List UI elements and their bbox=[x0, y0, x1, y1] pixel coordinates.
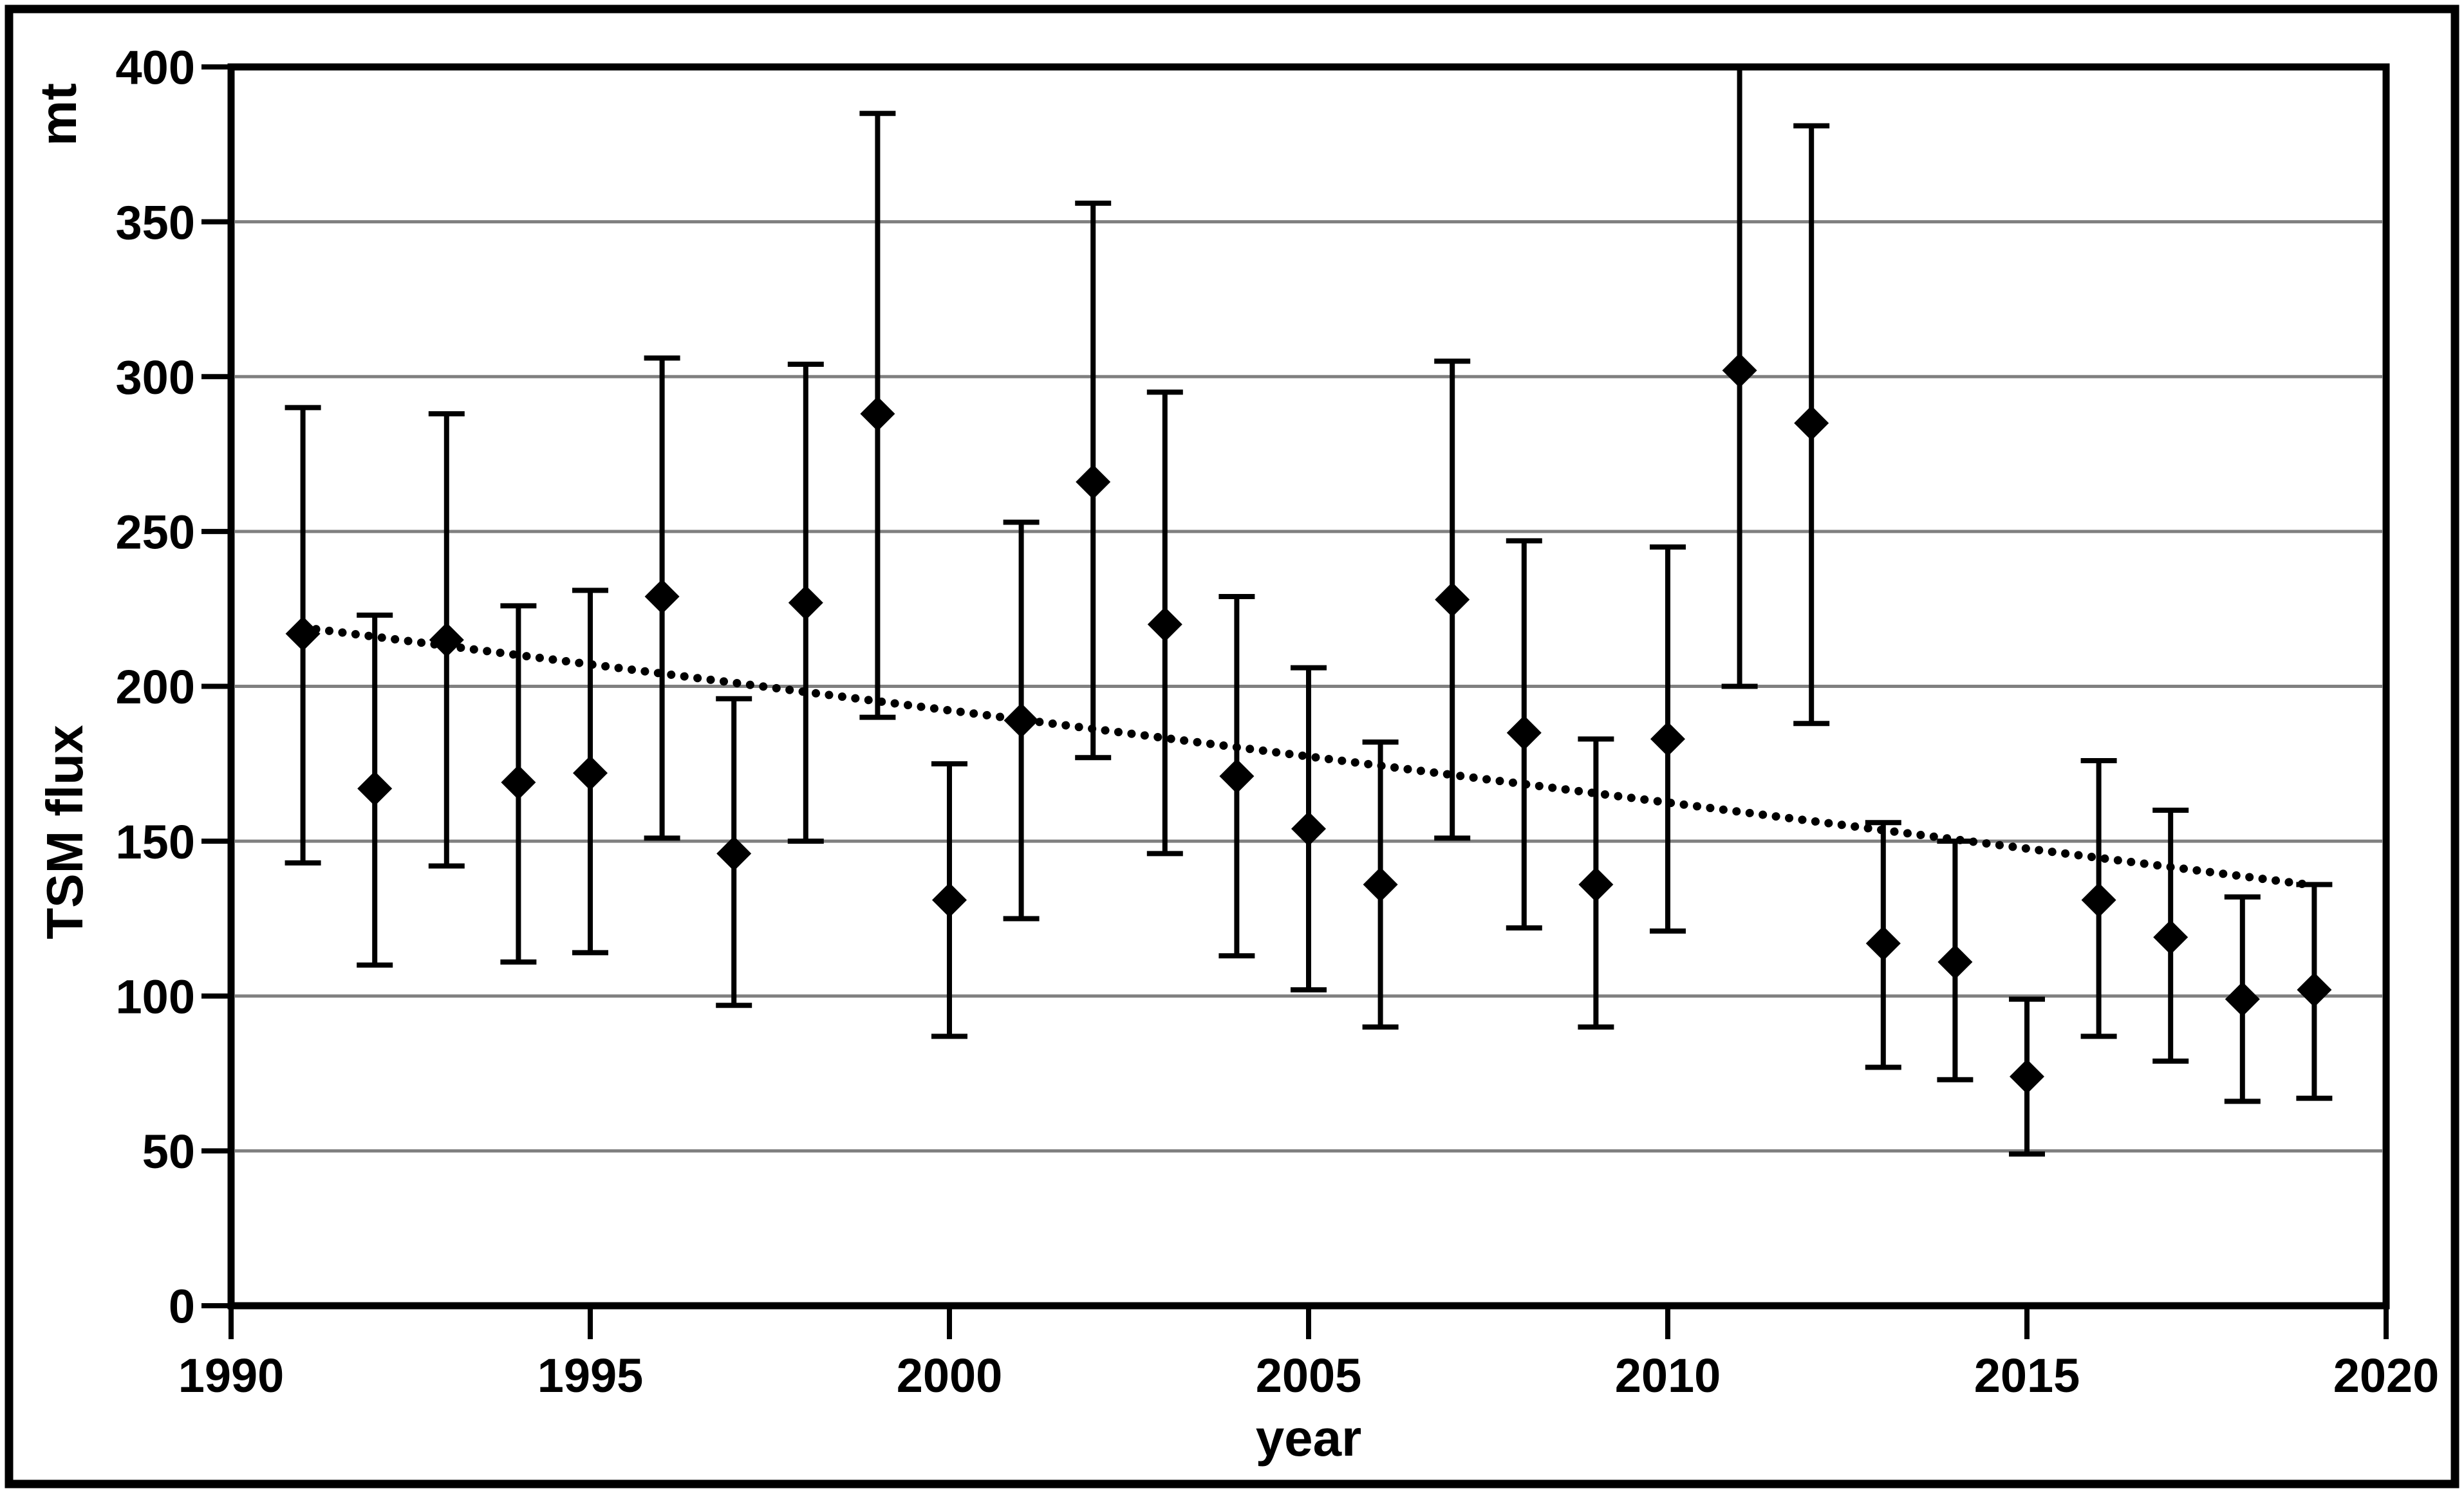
y-tick-label: 50 bbox=[142, 1125, 195, 1178]
data-point-diamond bbox=[2010, 1059, 2044, 1094]
x-tick-label: 2005 bbox=[1256, 1349, 1362, 1402]
x-axis-title: year bbox=[1256, 1409, 1362, 1467]
data-point-diamond bbox=[1794, 405, 1829, 441]
y-tick-label: 0 bbox=[169, 1280, 195, 1333]
data-point-diamond bbox=[932, 882, 967, 918]
data-point-diamond bbox=[860, 396, 895, 431]
x-tick-label: 2000 bbox=[897, 1349, 1003, 1402]
data-point-diamond bbox=[1722, 353, 1757, 388]
data-point-diamond bbox=[2081, 882, 2116, 918]
data-point-diamond bbox=[644, 579, 680, 614]
y-axis-title: TSM flux bbox=[36, 725, 93, 939]
data-point-diamond bbox=[501, 765, 536, 800]
x-tick-label: 2020 bbox=[2333, 1349, 2440, 1402]
y-tick-label: 350 bbox=[116, 196, 195, 249]
x-tick-label: 1990 bbox=[178, 1349, 285, 1402]
data-point-diamond bbox=[1865, 925, 1901, 961]
x-tick-label: 2010 bbox=[1615, 1349, 1721, 1402]
y-tick-label: 150 bbox=[116, 815, 195, 869]
data-point-diamond bbox=[573, 756, 608, 791]
plot-layer: 0 50 100 150 200 250 300 350 400 1990 1995 2000 2005… bbox=[5, 5, 2459, 1488]
y-tick-label: 250 bbox=[116, 506, 195, 559]
data-point-diamond bbox=[2225, 981, 2260, 1017]
plot-border bbox=[227, 63, 2390, 1310]
data-point-diamond bbox=[1219, 759, 1255, 794]
data-point-diamond bbox=[1650, 721, 1685, 757]
data-point-diamond bbox=[1363, 867, 1398, 902]
y-tick-label: 400 bbox=[116, 41, 195, 95]
data-point-diamond bbox=[285, 616, 321, 651]
y-tick-label: 300 bbox=[116, 351, 195, 404]
x-tick-label: 1995 bbox=[537, 1349, 644, 1402]
data-point-diamond bbox=[357, 771, 393, 806]
y-tick-label: 100 bbox=[116, 970, 195, 1023]
data-point-diamond bbox=[1435, 582, 1470, 617]
x-tick-label: 2015 bbox=[1974, 1349, 2080, 1402]
data-point-diamond bbox=[1506, 715, 1542, 750]
data-point-diamond bbox=[1003, 703, 1039, 738]
data-point-diamond bbox=[1578, 867, 1614, 902]
data-point-diamond bbox=[788, 585, 823, 620]
data-point-diamond bbox=[716, 836, 752, 871]
data-point-diamond bbox=[2153, 920, 2189, 955]
data-point-diamond bbox=[1937, 944, 1973, 979]
data-point-diamond bbox=[2297, 972, 2332, 1008]
data-point-diamond bbox=[1147, 607, 1182, 642]
y-tick-label: 200 bbox=[116, 660, 195, 714]
data-point-diamond bbox=[1076, 464, 1111, 499]
data-point-diamond bbox=[1291, 811, 1326, 846]
figure-border bbox=[5, 5, 2459, 1488]
y-axis-unit-label: mt bbox=[30, 83, 87, 146]
data-point-diamond bbox=[429, 622, 464, 658]
